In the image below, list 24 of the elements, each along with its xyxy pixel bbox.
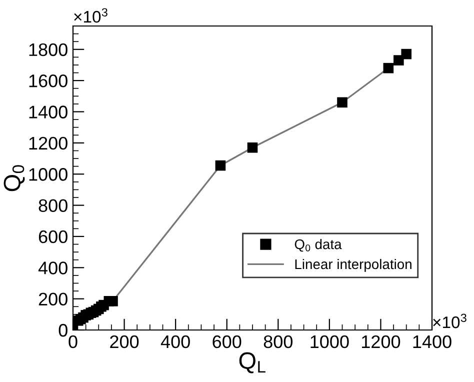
x-tick-label: 600: [212, 335, 242, 348]
legend-label: Q$_{0}$ data: [294, 238, 342, 252]
y-tick-label: 1800: [29, 43, 68, 56]
text: ×10$^{3}$: [433, 314, 466, 328]
x-tick-label: 0: [68, 335, 78, 348]
x-tick-label: 1400: [413, 335, 452, 348]
y-axis-title: Q$_{0}$: [4, 165, 25, 192]
y-tick-label: 1400: [29, 106, 68, 118]
x-tick-label: 200: [110, 335, 139, 348]
x-tick-label: 800: [264, 335, 292, 348]
y-tick-label: 400: [38, 262, 68, 274]
x-axis-title: Q$_{L}$: [239, 352, 266, 374]
y-tick-label: 1000: [29, 168, 68, 181]
x-tick-label: 1200: [362, 335, 400, 348]
y-tick-label: 200: [38, 292, 68, 306]
y-tick-label: 800: [38, 199, 68, 212]
text: ×10$^{3}$: [74, 8, 108, 23]
x-tick-label: 1000: [310, 335, 349, 348]
y-tick-label: 600: [38, 230, 68, 244]
legend-label: Linear interpolation: [295, 258, 412, 272]
y-tick-label: 1600: [29, 74, 68, 88]
y-tick-label: 0: [58, 324, 68, 337]
y-tick-label: 1200: [29, 136, 68, 150]
x-tick-label: 400: [160, 335, 190, 348]
